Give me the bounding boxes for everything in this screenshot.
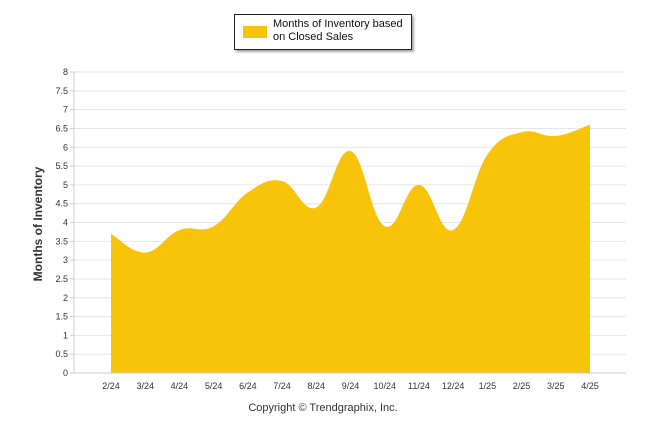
y-tick-label: 7 xyxy=(63,105,68,115)
legend-label: Months of Inventory based on Closed Sale… xyxy=(273,18,403,43)
y-tick-label: 6 xyxy=(63,142,68,152)
legend-swatch xyxy=(243,26,267,38)
y-tick-label: 3.5 xyxy=(55,236,68,246)
x-tick-label: 4/24 xyxy=(171,381,189,391)
x-tick-label: 8/24 xyxy=(308,381,326,391)
x-tick-labels: 2/24 3/24 4/24 5/24 6/24 7/24 8/24 9/24 10/24 11/… xyxy=(102,381,599,391)
x-tick-label: 10/24 xyxy=(373,381,396,391)
x-tick-label: 1/25 xyxy=(479,381,497,391)
y-tick-label: 4.5 xyxy=(55,199,68,209)
x-tick-label: 6/24 xyxy=(239,381,257,391)
x-tick-label: 4/25 xyxy=(581,381,599,391)
y-tick-label: 6.5 xyxy=(55,123,68,133)
y-tick-label: 7.5 xyxy=(55,86,68,96)
x-tick-label: 5/24 xyxy=(205,381,223,391)
y-tick-label: 3 xyxy=(63,255,68,265)
y-tick-label: 0 xyxy=(63,368,68,378)
legend: Months of Inventory based on Closed Sale… xyxy=(234,14,412,50)
y-axis-title: Months of Inventory xyxy=(31,166,45,281)
x-tick-label: 3/24 xyxy=(136,381,154,391)
y-tick-label: 1 xyxy=(63,330,68,340)
x-tick-label: 12/24 xyxy=(442,381,465,391)
copyright-text: Copyright © Trendgraphix, Inc. xyxy=(248,402,398,414)
y-tick-label: 8 xyxy=(63,67,68,77)
x-tick-label: 3/25 xyxy=(547,381,565,391)
x-tick-label: 9/24 xyxy=(342,381,360,391)
y-tick-labels: 0 0.5 1 1.5 2 2.5 3 3.5 4 4.5 5 5.5 6 6.5 7 7.5 8 xyxy=(55,67,74,378)
x-tick-label: 2/25 xyxy=(513,381,531,391)
area-series xyxy=(111,124,590,373)
x-tick-label: 11/24 xyxy=(408,381,430,391)
y-tick-label: 2.5 xyxy=(55,274,68,284)
x-tick-label: 2/24 xyxy=(102,381,120,391)
y-tick-label: 0.5 xyxy=(55,349,68,359)
y-tick-label: 4 xyxy=(63,218,68,228)
x-tick-label: 7/24 xyxy=(273,381,291,391)
y-tick-label: 5 xyxy=(63,180,68,190)
area-fill xyxy=(111,124,590,373)
y-tick-label: 5.5 xyxy=(55,161,68,171)
y-tick-label: 1.5 xyxy=(55,312,68,322)
y-tick-label: 2 xyxy=(63,293,68,303)
